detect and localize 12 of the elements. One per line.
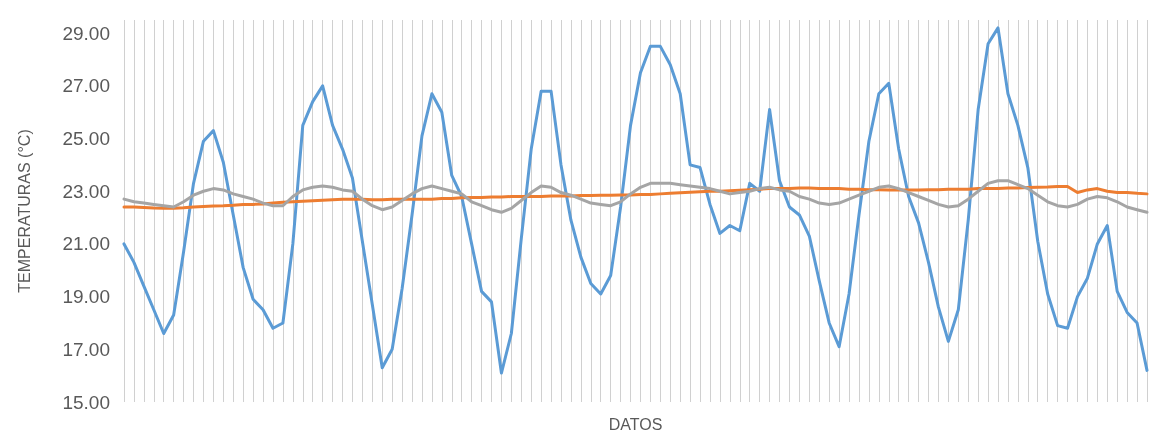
y-tick-label: 21.00 bbox=[62, 233, 110, 255]
line-series bbox=[122, 179, 1149, 214]
y-tick-label: 19.00 bbox=[62, 286, 110, 308]
x-axis-title: DATOS bbox=[608, 415, 663, 433]
y-axis-title: TEMPERATURAS (°C) bbox=[15, 129, 33, 293]
y-tick-label: 15.00 bbox=[62, 391, 110, 413]
line-series bbox=[122, 26, 1149, 375]
y-tick-label: 25.00 bbox=[62, 128, 110, 150]
y-tick-label: 29.00 bbox=[62, 22, 110, 44]
y-tick-label: 23.00 bbox=[62, 180, 110, 202]
y-tick-label: 17.00 bbox=[62, 338, 110, 360]
y-tick-label: 27.00 bbox=[62, 75, 110, 97]
